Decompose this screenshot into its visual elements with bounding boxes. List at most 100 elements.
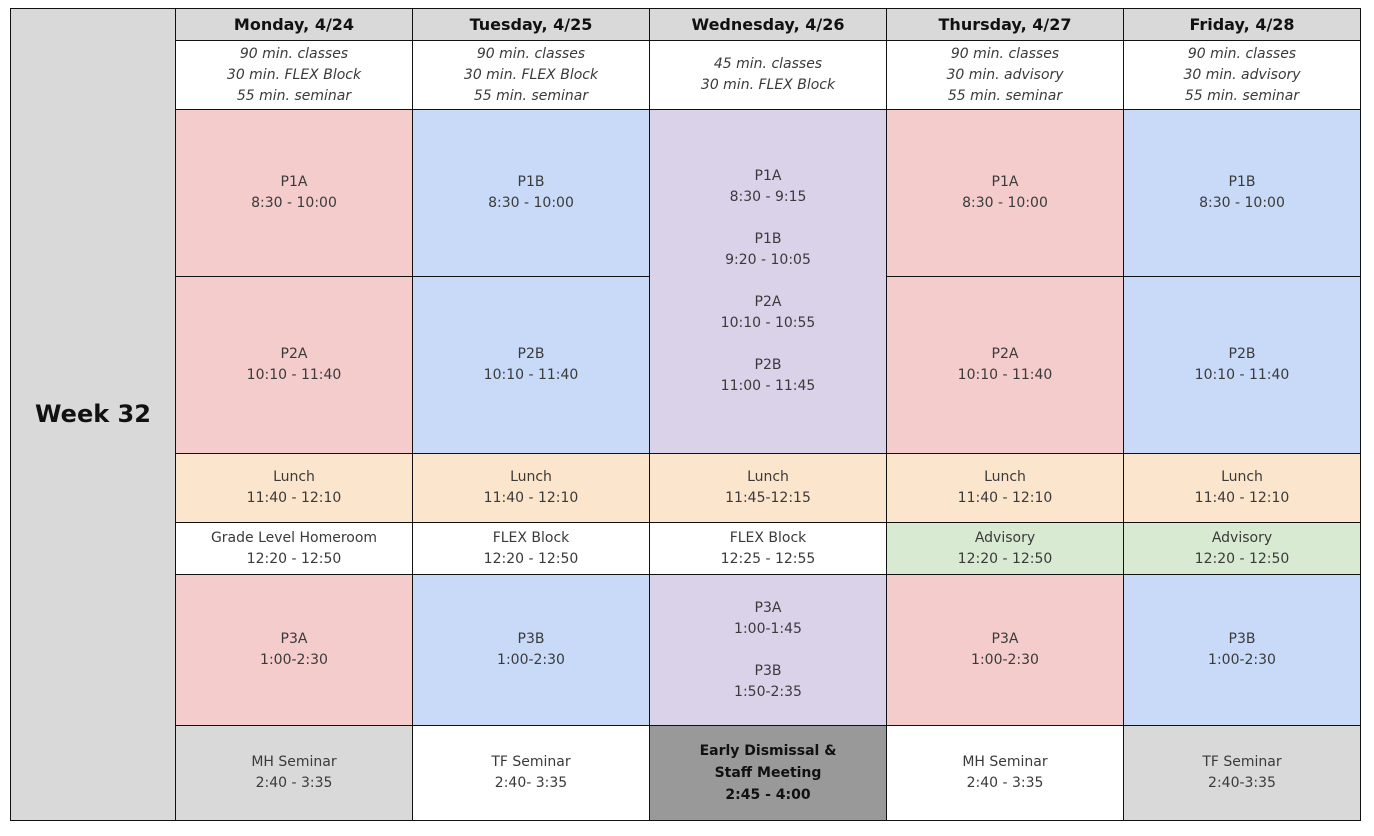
- mon-seminar: MH Seminar 2:40 - 3:35: [175, 725, 413, 821]
- period-time: 12:25 - 12:55: [720, 550, 816, 567]
- period-name: P2A: [991, 346, 1019, 362]
- period-name: TF Seminar: [1202, 754, 1282, 770]
- period-name: Lunch: [747, 469, 789, 485]
- period-time: 8:30 - 9:15: [729, 189, 807, 205]
- period-name: MH Seminar: [251, 754, 337, 770]
- thu-seminar: MH Seminar 2:40 - 3:35: [886, 725, 1124, 821]
- wed-lunch: Lunch 11:45-12:15: [649, 453, 887, 523]
- note-line: 55 min. seminar: [947, 87, 1063, 104]
- tue-flex-block: FLEX Block 12:20 - 12:50: [412, 522, 650, 575]
- period-time: 11:00 - 11:45: [720, 378, 816, 394]
- notes-monday: 90 min. classes 30 min. FLEX Block 55 mi…: [175, 40, 413, 110]
- period-time: 11:40 - 12:10: [483, 490, 579, 506]
- period-time: 8:30 - 10:00: [488, 195, 574, 211]
- mon-period-1: P1A 8:30 - 10:00: [175, 109, 413, 277]
- note-line: 30 min. FLEX Block: [226, 66, 362, 83]
- thu-period-3: P3A 1:00-2:30: [886, 574, 1124, 726]
- tue-seminar: TF Seminar 2:40- 3:35: [412, 725, 650, 821]
- period-name: P2B: [1228, 346, 1256, 362]
- tue-lunch: Lunch 11:40 - 12:10: [412, 453, 650, 523]
- period-name: P2B: [754, 357, 782, 373]
- period-name: FLEX Block: [729, 529, 807, 546]
- tue-period-1: P1B 8:30 - 10:00: [412, 109, 650, 277]
- period-time: 8:30 - 10:00: [1199, 195, 1285, 211]
- period-time: 12:20 - 12:50: [246, 550, 342, 567]
- period-name: P1B: [754, 231, 782, 247]
- thu-period-1: P1A 8:30 - 10:00: [886, 109, 1124, 277]
- period-time: 1:00-1:45: [734, 620, 802, 637]
- period-name: Advisory: [1211, 529, 1273, 546]
- wed-morning-block: P1A 8:30 - 9:15 P1B 9:20 - 10:05 P2A 10:…: [649, 109, 887, 454]
- period-time: 1:00-2:30: [1208, 652, 1276, 668]
- header-thursday-text: Thursday, 4/27: [938, 15, 1072, 34]
- header-monday: Monday, 4/24: [175, 8, 413, 41]
- period-name: P2A: [280, 346, 308, 362]
- period-time: 9:20 - 10:05: [725, 252, 811, 268]
- period-name: P1B: [517, 174, 545, 190]
- fri-lunch: Lunch 11:40 - 12:10: [1123, 453, 1361, 523]
- period-name: P3A: [991, 631, 1019, 647]
- header-monday-text: Monday, 4/24: [233, 15, 355, 34]
- period-time: 12:20 - 12:50: [1194, 550, 1290, 567]
- period-time: 1:50-2:35: [734, 683, 802, 700]
- fri-period-1: P1B 8:30 - 10:00: [1123, 109, 1361, 277]
- mon-homeroom: Grade Level Homeroom 12:20 - 12:50: [175, 522, 413, 575]
- note-line: 90 min. classes: [476, 45, 586, 62]
- week-label-text: Week 32: [35, 400, 151, 428]
- note-line: 30 min. FLEX Block: [463, 66, 599, 83]
- period-time: 12:20 - 12:50: [483, 550, 579, 567]
- period-name: P3A: [754, 599, 782, 616]
- header-wednesday-text: Wednesday, 4/26: [691, 15, 845, 34]
- tue-period-2: P2B 10:10 - 11:40: [412, 276, 650, 454]
- period-time: 11:45-12:15: [725, 490, 811, 506]
- event-title: Staff Meeting: [714, 765, 822, 781]
- fri-period-3: P3B 1:00-2:30: [1123, 574, 1361, 726]
- period-name: P1A: [991, 174, 1019, 190]
- mon-lunch: Lunch 11:40 - 12:10: [175, 453, 413, 523]
- period-time: 2:40-3:35: [1208, 775, 1276, 791]
- wed-early-dismissal: Early Dismissal & Staff Meeting 2:45 - 4…: [649, 725, 887, 821]
- period-time: 1:00-2:30: [260, 652, 328, 668]
- period-time: 8:30 - 10:00: [251, 195, 337, 211]
- note-line: 55 min. seminar: [473, 87, 589, 104]
- notes-wednesday: 45 min. classes 30 min. FLEX Block: [649, 40, 887, 110]
- period-time: 11:40 - 12:10: [957, 490, 1053, 506]
- period-time: 10:10 - 11:40: [483, 367, 579, 383]
- fri-advisory: Advisory 12:20 - 12:50: [1123, 522, 1361, 575]
- wed-flex-block: FLEX Block 12:25 - 12:55: [649, 522, 887, 575]
- week-label: Week 32: [10, 8, 176, 821]
- thu-period-2: P2A 10:10 - 11:40: [886, 276, 1124, 454]
- period-name: Lunch: [984, 469, 1026, 485]
- period-time: 11:40 - 12:10: [246, 490, 342, 506]
- note-line: 30 min. advisory: [946, 66, 1064, 83]
- period-time: 1:00-2:30: [971, 652, 1039, 668]
- period-time: 11:40 - 12:10: [1194, 490, 1290, 506]
- thu-advisory: Advisory 12:20 - 12:50: [886, 522, 1124, 575]
- fri-period-2: P2B 10:10 - 11:40: [1123, 276, 1361, 454]
- mon-period-3: P3A 1:00-2:30: [175, 574, 413, 726]
- tue-period-3: P3B 1:00-2:30: [412, 574, 650, 726]
- period-name: P2A: [754, 294, 782, 310]
- period-name: Grade Level Homeroom: [210, 529, 378, 546]
- period-name: P3B: [1228, 631, 1256, 647]
- period-name: MH Seminar: [962, 754, 1048, 770]
- schedule-grid: Week 32 Monday, 4/24 Tuesday, 4/25 Wedne…: [10, 8, 1361, 821]
- note-line: 90 min. classes: [950, 45, 1060, 62]
- wed-period-3: P3A 1:00-1:45 P3B 1:50-2:35: [649, 574, 887, 726]
- header-tuesday-text: Tuesday, 4/25: [469, 15, 593, 34]
- note-line: 90 min. classes: [239, 45, 349, 62]
- period-name: Advisory: [974, 529, 1036, 546]
- period-time: 12:20 - 12:50: [957, 550, 1053, 567]
- period-time: 10:10 - 10:55: [720, 315, 816, 331]
- period-name: P3B: [754, 662, 782, 679]
- fri-seminar: TF Seminar 2:40-3:35: [1123, 725, 1361, 821]
- notes-thursday: 90 min. classes 30 min. advisory 55 min.…: [886, 40, 1124, 110]
- header-wednesday: Wednesday, 4/26: [649, 8, 887, 41]
- period-time: 2:40 - 3:35: [255, 775, 333, 791]
- note-line: 55 min. seminar: [1184, 87, 1300, 104]
- period-name: P1A: [280, 174, 308, 190]
- note-line: 55 min. seminar: [236, 87, 352, 104]
- period-time: 10:10 - 11:40: [246, 367, 342, 383]
- header-friday-text: Friday, 4/28: [1189, 15, 1295, 34]
- header-tuesday: Tuesday, 4/25: [412, 8, 650, 41]
